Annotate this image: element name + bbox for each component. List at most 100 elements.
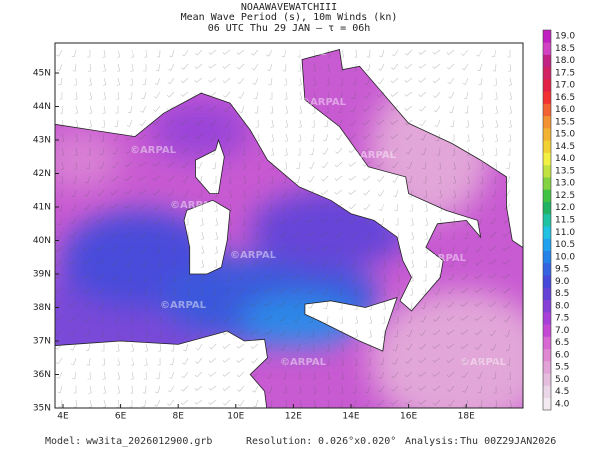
wind-barb bbox=[281, 189, 287, 198]
wind-barb bbox=[158, 343, 162, 352]
wind-barb bbox=[418, 343, 427, 350]
wind-barb bbox=[390, 77, 399, 84]
wind-barb bbox=[282, 63, 287, 72]
wind-barb bbox=[72, 371, 77, 380]
wind-barb bbox=[58, 203, 63, 212]
wind-barb bbox=[453, 175, 457, 184]
colorbar-swatch bbox=[543, 103, 551, 117]
wind-barb bbox=[96, 231, 105, 237]
wind-barb bbox=[355, 329, 359, 338]
wind-barb bbox=[116, 77, 120, 86]
wind-barb bbox=[237, 399, 245, 407]
wind-barb bbox=[144, 301, 148, 310]
wind-barb bbox=[96, 245, 105, 251]
watermark: ©ARPAL bbox=[110, 47, 157, 58]
wind-barb bbox=[405, 343, 413, 351]
wind-barb bbox=[422, 287, 427, 296]
wind-barb bbox=[362, 189, 371, 196]
wind-barb bbox=[366, 371, 371, 380]
wind-barb bbox=[404, 385, 413, 391]
wind-barb bbox=[353, 287, 357, 296]
wind-barb bbox=[283, 386, 287, 394]
wind-barb bbox=[404, 49, 413, 56]
wind-barb bbox=[418, 77, 427, 83]
wind-barb bbox=[172, 273, 177, 282]
wind-barb bbox=[82, 217, 91, 224]
wind-barb bbox=[196, 329, 203, 337]
wind-barb bbox=[395, 316, 399, 324]
wind-barb bbox=[474, 273, 483, 280]
wind-barb bbox=[167, 399, 175, 406]
wind-barb bbox=[477, 217, 483, 226]
wind-barb bbox=[460, 357, 469, 364]
wind-barb bbox=[334, 231, 343, 238]
wind-barb bbox=[68, 245, 77, 252]
watermark: ©ARPAL bbox=[170, 200, 217, 211]
wind-barb bbox=[475, 343, 483, 350]
wind-barb bbox=[492, 175, 497, 184]
wind-barb bbox=[110, 203, 119, 209]
wind-barb bbox=[439, 203, 443, 212]
wind-barb bbox=[102, 357, 106, 366]
wind-barb bbox=[125, 147, 133, 154]
colorbar-swatch bbox=[543, 66, 551, 80]
wind-barb bbox=[240, 245, 245, 254]
wind-barb bbox=[124, 161, 133, 168]
wind-barb bbox=[503, 301, 511, 308]
wind-barb bbox=[411, 245, 415, 254]
wind-barb bbox=[363, 105, 371, 112]
wind-barb bbox=[508, 133, 512, 142]
wind-barb bbox=[350, 105, 357, 113]
wind-barb bbox=[489, 329, 497, 337]
wind-barb bbox=[180, 91, 189, 97]
wind-barb bbox=[197, 175, 203, 184]
watermark: ©ARPAL bbox=[110, 355, 157, 366]
wind-barb bbox=[282, 371, 287, 380]
wind-barb bbox=[214, 203, 218, 212]
wind-barb bbox=[210, 315, 217, 323]
wind-barb bbox=[252, 77, 259, 85]
wind-barb bbox=[466, 175, 471, 184]
colorbar-label: 13.5 bbox=[555, 167, 575, 177]
wind-barb bbox=[139, 217, 147, 224]
wind-barb bbox=[380, 231, 385, 240]
wind-barb bbox=[171, 329, 175, 338]
wind-barb bbox=[89, 105, 93, 114]
wind-barb bbox=[172, 315, 176, 324]
wind-barb bbox=[493, 161, 497, 170]
wind-barb bbox=[307, 189, 315, 196]
wind-barb bbox=[278, 273, 287, 279]
wind-barb bbox=[82, 231, 91, 238]
colorbar-label: 17.0 bbox=[555, 81, 575, 91]
wind-barb bbox=[181, 63, 189, 70]
wind-barb bbox=[73, 77, 77, 86]
wind-barb bbox=[271, 133, 275, 142]
wind-barb bbox=[68, 273, 77, 279]
wind-barb bbox=[110, 189, 119, 196]
wind-barb bbox=[376, 161, 385, 168]
wind-barb bbox=[433, 315, 441, 322]
wind-barb bbox=[128, 91, 133, 100]
wind-barb bbox=[131, 343, 135, 352]
wind-barb bbox=[168, 371, 175, 379]
wind-barb bbox=[396, 287, 400, 296]
wind-barb bbox=[86, 357, 91, 366]
wind-barb bbox=[281, 357, 287, 366]
wind-barb bbox=[377, 189, 385, 197]
wind-barb bbox=[326, 343, 330, 352]
wind-barb bbox=[493, 385, 497, 394]
wind-barb bbox=[110, 217, 119, 223]
wind-barb bbox=[424, 203, 428, 212]
wind-barb bbox=[494, 147, 498, 156]
wind-barb bbox=[334, 189, 343, 195]
wind-barb bbox=[390, 91, 399, 97]
colorbar-label: 9.0 bbox=[555, 277, 570, 287]
wind-barb bbox=[142, 385, 147, 394]
wind-barb bbox=[266, 49, 273, 57]
wind-barb bbox=[181, 371, 189, 379]
land bbox=[55, 43, 523, 408]
wind-barb bbox=[362, 119, 371, 126]
wind-barb bbox=[460, 315, 469, 321]
wind-barb bbox=[418, 105, 427, 112]
wind-barb bbox=[224, 119, 231, 127]
